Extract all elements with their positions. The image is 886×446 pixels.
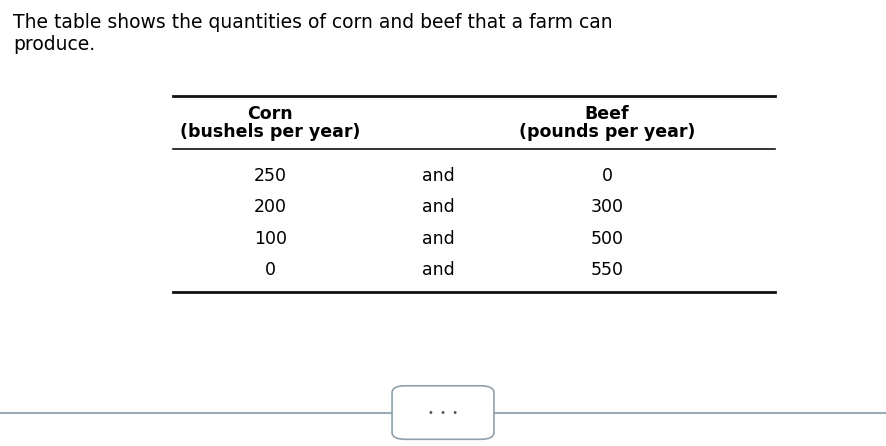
Text: The table shows the quantities of corn and beef that a farm can
produce.: The table shows the quantities of corn a… [13, 13, 613, 54]
Text: and: and [423, 261, 455, 279]
Text: Beef: Beef [585, 105, 629, 123]
Text: and: and [423, 167, 455, 185]
Text: •  •  •: • • • [428, 408, 458, 417]
Text: 0: 0 [265, 261, 276, 279]
Text: Corn: Corn [247, 105, 293, 123]
Text: 200: 200 [253, 198, 287, 216]
Text: 0: 0 [602, 167, 612, 185]
Text: 550: 550 [590, 261, 624, 279]
Text: and: and [423, 230, 455, 248]
Text: (bushels per year): (bushels per year) [180, 123, 361, 140]
Text: (pounds per year): (pounds per year) [518, 123, 696, 140]
Text: 100: 100 [253, 230, 287, 248]
FancyBboxPatch shape [392, 386, 494, 439]
Text: 250: 250 [253, 167, 287, 185]
Text: 300: 300 [590, 198, 624, 216]
Text: 500: 500 [590, 230, 624, 248]
Text: and: and [423, 198, 455, 216]
